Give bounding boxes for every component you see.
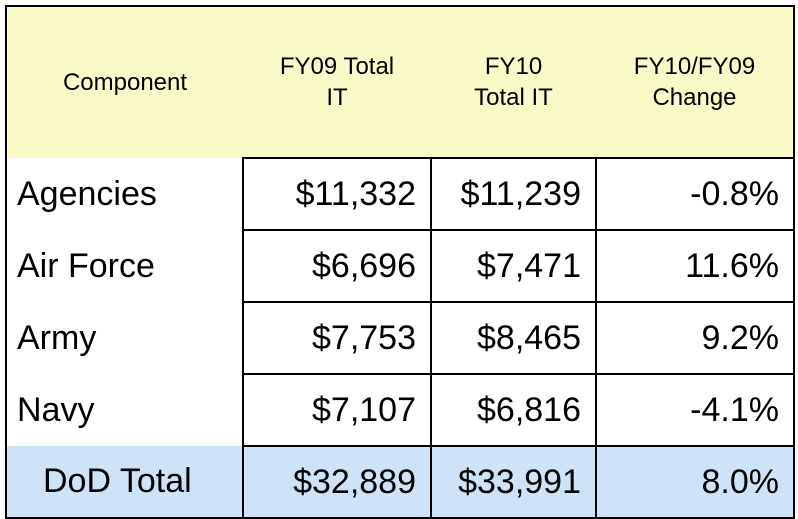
cell-fy09: $7,107 — [242, 373, 432, 447]
cell-fy10: $11,239 — [430, 157, 597, 231]
header-change-line-1: FY10/FY09 — [633, 53, 756, 80]
total-change: 8.0% — [595, 445, 795, 519]
header-fy10-line-2: Total IT — [474, 84, 553, 111]
header-change-line-2: Change — [652, 84, 737, 111]
cell-change: 9.2% — [595, 301, 795, 375]
header-fy09-line-1: FY09 Total — [279, 53, 395, 80]
cell-fy10: $7,471 — [430, 229, 597, 303]
header-component-line-1: Component — [62, 69, 188, 96]
cell-component: Navy — [6, 374, 244, 446]
header-fy10-line-1: FY10 — [484, 53, 543, 80]
cell-change: -0.8% — [595, 157, 795, 231]
total-row: DoD Total $32,889 $33,991 8.0% — [6, 445, 795, 519]
cell-fy10: $8,465 — [430, 301, 597, 375]
cell-component: Agencies — [6, 158, 244, 230]
cell-component: Army — [6, 302, 244, 374]
cell-change: 11.6% — [595, 229, 795, 303]
table-row: Air Force $6,696 $7,471 11.6% — [6, 229, 795, 303]
table-row: Agencies $11,332 $11,239 -0.8% — [6, 157, 795, 231]
header-row: Component FY09 Total IT FY10 Total IT FY… — [6, 6, 794, 158]
table-row: Navy $7,107 $6,816 -4.1% — [6, 373, 795, 447]
header-fy10: FY10 Total IT — [431, 6, 596, 158]
cell-fy09: $11,332 — [242, 157, 432, 231]
header-change: FY10/FY09 Change — [596, 6, 794, 158]
cell-fy09: $6,696 — [242, 229, 432, 303]
header-component: Component — [6, 6, 243, 158]
table-row: Army $7,753 $8,465 9.2% — [6, 301, 795, 375]
cell-component: Air Force — [6, 230, 244, 302]
cell-fy10: $6,816 — [430, 373, 597, 447]
cell-change: -4.1% — [595, 373, 795, 447]
total-fy09: $32,889 — [242, 445, 432, 519]
header-fy09-line-2: IT — [326, 84, 348, 111]
total-fy10: $33,991 — [430, 445, 597, 519]
header-fy09: FY09 Total IT — [243, 6, 431, 158]
total-label: DoD Total — [6, 446, 244, 518]
cell-fy09: $7,753 — [242, 301, 432, 375]
it-budget-table: Component FY09 Total IT FY10 Total IT FY… — [5, 5, 795, 519]
